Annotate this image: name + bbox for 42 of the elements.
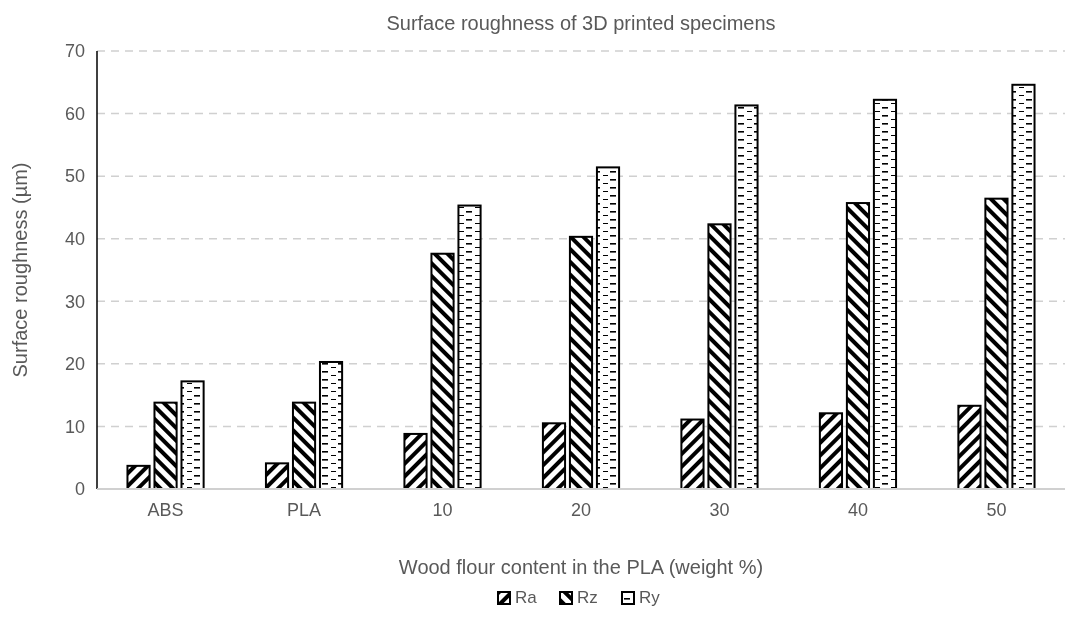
legend-label: Ry — [639, 588, 661, 607]
bar — [680, 418, 705, 490]
y-axis-title: Surface roughness (µm) — [9, 162, 31, 378]
bar — [541, 422, 567, 490]
bar — [180, 380, 205, 490]
x-axis-title: Wood flour content in the PLA (weight %) — [398, 556, 764, 578]
bar — [264, 462, 290, 490]
bar — [430, 252, 455, 490]
x-tick-label: 40 — [847, 500, 868, 520]
bar — [1011, 83, 1036, 490]
bar — [707, 223, 732, 490]
bar — [403, 432, 428, 490]
x-tick-label: ABS — [147, 500, 184, 520]
x-tick-label: 30 — [709, 500, 730, 520]
bar — [984, 197, 1009, 490]
bar — [872, 98, 898, 490]
bar — [568, 235, 594, 490]
bar — [734, 104, 759, 490]
bar — [957, 404, 982, 490]
bar — [457, 204, 482, 490]
y-tick-label: 30 — [64, 291, 85, 312]
x-tick-label: 10 — [432, 500, 453, 520]
y-tick-label: 60 — [64, 103, 85, 124]
y-tick-label: 50 — [64, 166, 85, 187]
legend-label: Rz — [577, 588, 598, 607]
y-tick-label: 10 — [64, 416, 85, 437]
bar — [318, 360, 344, 490]
bar — [126, 464, 151, 490]
legend-label: Ra — [515, 588, 538, 607]
y-tick-label: 70 — [64, 41, 85, 62]
bar — [845, 202, 871, 490]
y-tick-label: 0 — [74, 479, 85, 500]
bar — [818, 412, 844, 490]
chart-title: Surface roughness of 3D printed specimens — [386, 12, 776, 34]
x-tick-label: 20 — [570, 500, 592, 520]
bar — [291, 401, 317, 490]
bar — [595, 166, 621, 490]
y-tick-label: 40 — [64, 229, 85, 250]
x-tick-label: PLA — [287, 500, 322, 520]
bar — [153, 401, 178, 490]
y-tick-label: 20 — [64, 354, 85, 375]
x-tick-label: 50 — [986, 500, 1007, 520]
